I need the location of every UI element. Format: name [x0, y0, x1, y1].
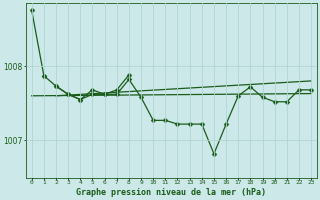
X-axis label: Graphe pression niveau de la mer (hPa): Graphe pression niveau de la mer (hPa) — [76, 188, 267, 197]
